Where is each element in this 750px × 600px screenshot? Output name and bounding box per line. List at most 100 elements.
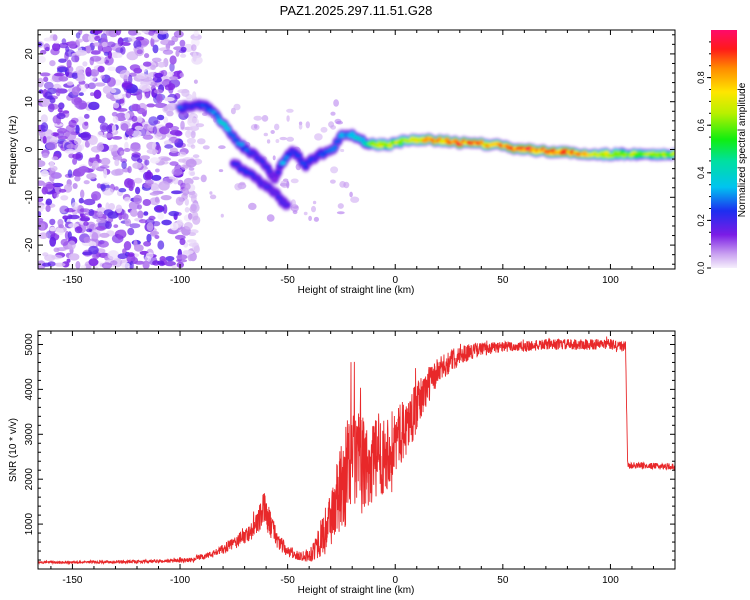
- noise-blob: [71, 55, 80, 63]
- noise-blob: [71, 86, 80, 96]
- noise-blob: [84, 121, 89, 126]
- noise-blob: [179, 72, 185, 78]
- noise-blob: [343, 181, 350, 189]
- noise-blob: [149, 157, 160, 164]
- noise-blob: [192, 154, 200, 159]
- noise-blob: [73, 137, 82, 145]
- noise-blob: [320, 126, 328, 133]
- noise-blob: [145, 92, 150, 99]
- noise-blob: [183, 250, 194, 255]
- noise-blob: [275, 139, 280, 143]
- noise-blob: [58, 42, 69, 49]
- noise-blob: [142, 61, 152, 67]
- noise-blob: [58, 188, 67, 193]
- noise-blob: [163, 116, 169, 125]
- x-tick-label: 100: [602, 275, 619, 286]
- noise-blob: [154, 102, 167, 108]
- noise-blob: [40, 49, 47, 55]
- noise-blob: [188, 242, 198, 247]
- noise-blob: [125, 128, 134, 136]
- noise-blob: [136, 49, 143, 55]
- noise-blob: [58, 76, 69, 82]
- noise-blob: [107, 250, 120, 260]
- noise-blob: [150, 64, 157, 71]
- noise-blob: [168, 210, 180, 217]
- noise-blob: [129, 223, 141, 229]
- noise-blob: [140, 155, 150, 161]
- main-ridge-core: [271, 177, 278, 182]
- main-ridge-core: [276, 164, 283, 169]
- noise-blob: [118, 229, 126, 236]
- noise-blob: [100, 74, 105, 80]
- noise-blob: [89, 69, 100, 77]
- noise-blob: [188, 167, 195, 171]
- noise-blob: [72, 183, 78, 189]
- noise-blob: [188, 192, 198, 199]
- noise-blob: [120, 46, 126, 55]
- noise-blob: [71, 72, 79, 79]
- noise-blob: [181, 88, 190, 97]
- noise-blob: [52, 42, 61, 52]
- noise-blob: [127, 36, 137, 42]
- noise-blob: [44, 91, 53, 100]
- noise-blob: [49, 60, 56, 67]
- noise-blob: [42, 252, 49, 257]
- main-ridge-core: [600, 154, 607, 159]
- noise-blob: [124, 141, 129, 150]
- x-tick-label: -50: [280, 275, 295, 286]
- noise-blob: [254, 124, 258, 129]
- noise-blob: [311, 205, 316, 213]
- noise-blob: [141, 84, 152, 92]
- noise-blob: [134, 244, 144, 252]
- noise-blob: [111, 124, 117, 133]
- noise-blob: [180, 164, 189, 171]
- noise-blob: [66, 59, 72, 69]
- noise-blob: [266, 139, 271, 144]
- noise-blob: [72, 153, 82, 159]
- noise-blob: [253, 115, 263, 121]
- noise-blob: [263, 132, 268, 137]
- noise-blob: [160, 157, 172, 162]
- noise-blob: [47, 103, 55, 113]
- noise-blob: [202, 145, 210, 150]
- noise-blob: [155, 168, 160, 173]
- noise-blob: [55, 87, 61, 97]
- noise-blob: [154, 72, 164, 78]
- noise-blob: [78, 166, 89, 173]
- noise-blob: [92, 160, 99, 169]
- colorbar-tick-label: 0.4: [696, 167, 706, 180]
- noise-blob: [97, 65, 105, 73]
- noise-blob: [76, 38, 83, 43]
- noise-blob: [336, 120, 343, 125]
- noise-blob: [68, 253, 80, 261]
- noise-blob: [133, 194, 142, 205]
- noise-blob: [114, 186, 119, 191]
- noise-blob: [286, 136, 295, 142]
- noise-blob: [183, 177, 194, 186]
- noise-blob: [40, 122, 49, 132]
- noise-blob: [131, 154, 141, 162]
- noise-blob: [96, 217, 106, 224]
- noise-blob: [172, 177, 179, 185]
- noise-blob: [67, 240, 76, 250]
- noise-blob: [313, 216, 319, 222]
- spectrogram-xlabel: Height of straight line (km): [298, 285, 415, 296]
- noise-blob: [157, 212, 164, 220]
- noise-blob: [128, 30, 138, 36]
- noise-blob: [53, 192, 59, 198]
- noise-blob: [65, 124, 76, 133]
- noise-blob: [66, 81, 74, 86]
- noise-blob: [88, 258, 99, 267]
- noise-blob: [106, 41, 116, 48]
- x-tick-label: 100: [602, 575, 619, 586]
- noise-blob: [185, 158, 197, 168]
- noise-blob: [146, 103, 156, 108]
- snr-line: [38, 336, 675, 566]
- snr-panel: -150 -100 -50 0 50 100 1000 2000 3000 4000 5000 H…: [8, 330, 676, 596]
- noise-blob: [38, 232, 49, 239]
- noise-blob: [44, 129, 54, 140]
- noise-blob: [106, 77, 116, 87]
- noise-blob: [38, 204, 44, 213]
- noise-blob: [86, 228, 93, 233]
